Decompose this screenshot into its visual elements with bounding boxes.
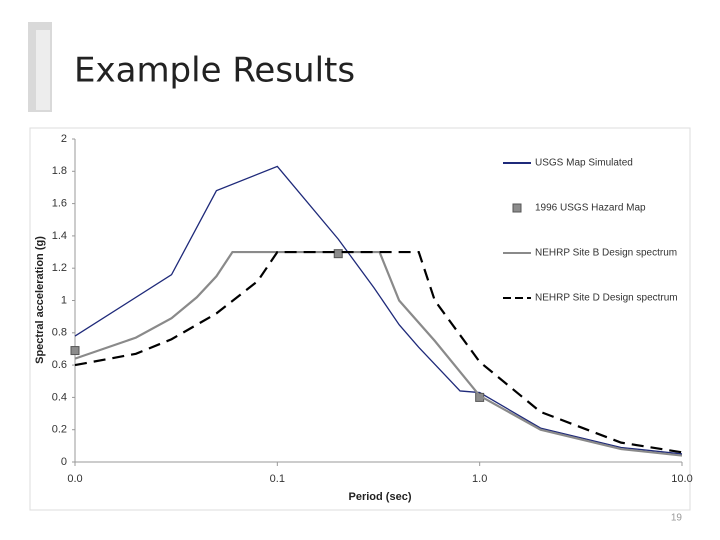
y-tick-label: 1.6 <box>52 198 67 210</box>
y-tick-label: 0.4 <box>52 391 67 403</box>
legend-label: 1996 USGS Hazard Map <box>535 203 646 214</box>
marker <box>70 346 80 356</box>
y-tick-label: 0.8 <box>52 327 67 339</box>
legend-label: USGS Map Simulated <box>535 158 633 169</box>
decor-bar <box>36 30 50 110</box>
x-tick-label: 10.0 <box>671 473 692 485</box>
y-tick-label: 1.8 <box>52 165 67 177</box>
x-tick-label: 0.1 <box>270 473 285 485</box>
y-tick-label: 0 <box>61 456 67 468</box>
y-tick-label: 0.2 <box>52 424 67 436</box>
y-tick-label: 1.2 <box>52 262 67 274</box>
legend-label: NEHRP Site B Design spectrum <box>535 248 677 259</box>
y-tick-label: 1 <box>61 294 67 306</box>
x-tick-label: 0.0 <box>67 473 82 485</box>
legend-swatch <box>512 203 522 213</box>
series-line <box>74 250 683 457</box>
chart-frame <box>29 127 691 511</box>
y-axis-label: Spectral acceleration (g) <box>34 236 46 364</box>
y-tick-label: 1.4 <box>52 230 67 242</box>
page-number: 19 <box>671 513 683 524</box>
y-tick-label: 2 <box>61 133 67 145</box>
series-line <box>74 165 683 455</box>
x-tick-label: 1.0 <box>472 473 487 485</box>
marker <box>333 249 343 259</box>
slide-title: Example Results <box>74 51 355 91</box>
legend-label: NEHRP Site D Design spectrum <box>535 293 678 304</box>
x-axis-label: Period (sec) <box>349 491 412 503</box>
series-line <box>74 250 683 454</box>
y-tick-label: 0.6 <box>52 359 67 371</box>
